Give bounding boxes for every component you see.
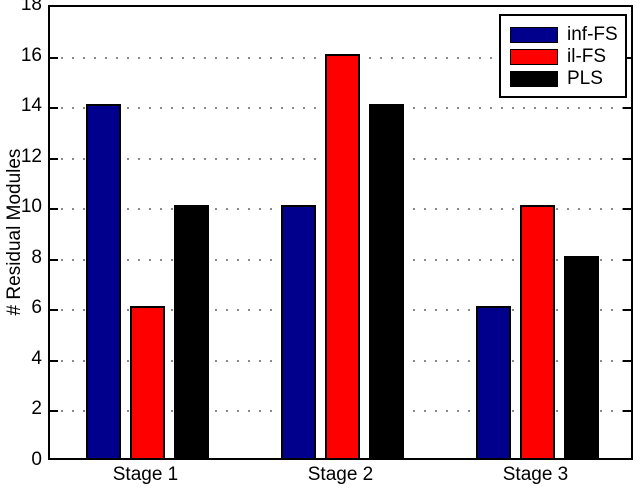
y-tick-label-8: 8 [31,246,42,268]
y-tick-label-18: 18 [20,0,42,15]
y-tick-label-6: 6 [31,297,42,319]
legend-label-inf-fs: inf-FS [567,23,618,45]
legend-label-pls: PLS [567,67,603,89]
y-tick-label-10: 10 [20,196,42,218]
y-tick-mark-left-14 [50,107,58,110]
y-tick-mark-right-8 [623,258,631,261]
legend-rows: inf-FS il-FS PLS [510,23,618,89]
bar-inf-fs-stage-1 [86,104,121,458]
legend-item-inf-fs: inf-FS [510,23,618,45]
bar-group-stage-1 [86,7,209,458]
y-tick-label-2: 2 [31,398,42,420]
y-tick-label-14: 14 [20,95,42,117]
bar-pls-stage-2 [369,104,404,458]
legend-swatch-inf-fs [510,26,558,43]
bar-inf-fs-stage-3 [476,306,511,458]
x-tick-label-stage-3: Stage 3 [502,464,569,485]
bar-group-stage-2 [281,7,404,458]
y-axis-label: # Residual Modules [4,148,25,316]
y-tick-mark-left-12 [50,157,58,160]
y-tick-mark-right-10 [623,208,631,211]
y-tick-label-4: 4 [31,347,42,369]
y-tick-mark-left-6 [50,309,58,312]
x-tick-label-stage-2: Stage 2 [307,464,374,485]
legend-item-pls: PLS [510,68,616,89]
plot-area: inf-FS il-FS PLS [48,5,633,460]
y-tick-label-12: 12 [20,145,42,167]
legend: inf-FS il-FS PLS [499,14,627,98]
y-tick-mark-right-2 [623,410,631,413]
y-tick-mark-left-16 [50,56,58,59]
bar-group-stage-3 [476,7,599,458]
y-tick-mark-left-2 [50,410,58,413]
legend-swatch-pls [510,70,558,87]
legend-item-il-fs: il-FS [510,46,616,67]
y-tick-mark-right-4 [623,359,631,362]
bar-il-fs-stage-2 [325,53,360,458]
legend-swatch-il-fs [510,48,558,65]
legend-label-il-fs: il-FS [567,45,607,67]
y-tick-mark-right-6 [623,309,631,312]
y-tick-mark-left-4 [50,359,58,362]
y-tick-mark-right-12 [623,157,631,160]
x-tick-label-stage-1: Stage 1 [112,464,179,485]
bar-pls-stage-1 [174,205,209,458]
bar-il-fs-stage-3 [520,205,555,458]
y-tick-mark-left-10 [50,208,58,211]
bar-inf-fs-stage-2 [281,205,316,458]
y-tick-mark-right-14 [623,107,631,110]
y-tick-mark-left-8 [50,258,58,261]
y-tick-mark-right-16 [623,56,631,59]
bar-il-fs-stage-1 [130,306,165,458]
bar-pls-stage-3 [564,255,599,458]
y-tick-label-0: 0 [31,449,42,470]
y-tick-label-16: 16 [20,44,42,66]
